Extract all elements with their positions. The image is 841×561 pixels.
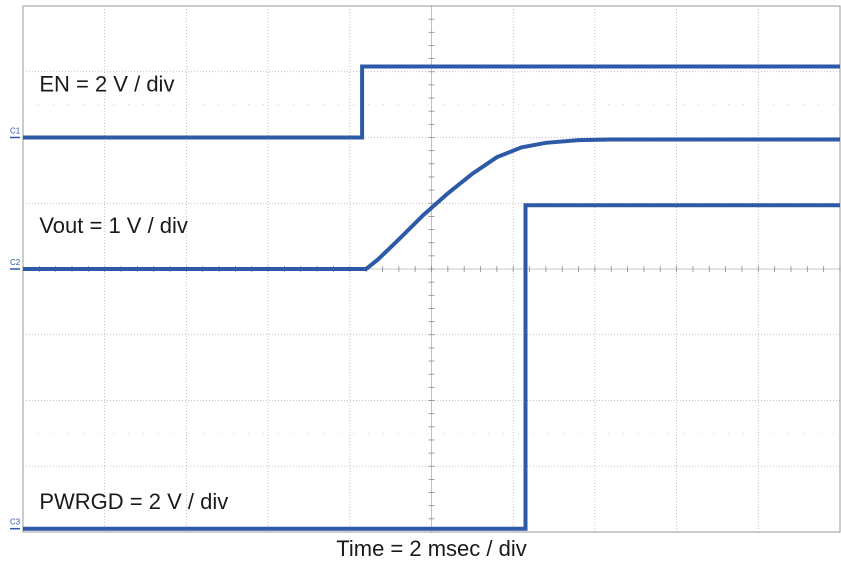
trace-c3 [23,203,840,531]
channel-marker-c3: C3 [10,518,21,527]
trace-label-c1: EN = 2 V / div [39,71,174,96]
channel-markers: C1 C2 C3 [10,127,21,530]
traces [23,64,840,531]
x-axis-label: Time = 2 msec / div [336,536,527,561]
trace-label-c2: Vout = 1 V / div [39,213,188,238]
channel-marker-c1: C1 [10,127,21,136]
trace-c2 [23,137,840,271]
trace-labels: EN = 2 V / div Vout = 1 V / div PWRGD = 2 … [39,71,228,514]
trace-c1 [23,64,840,140]
trace-label-c3: PWRGD = 2 V / div [39,489,228,514]
channel-marker-c2: C2 [10,258,21,267]
